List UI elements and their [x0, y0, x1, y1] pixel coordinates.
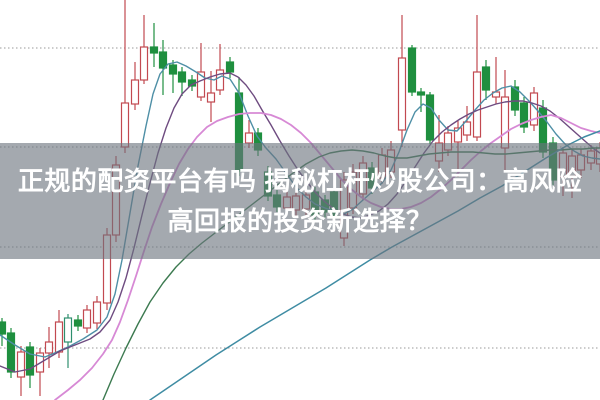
headline-line-1: 正规的配资平台有吗 揭秘杠杆炒股公司：高风险: [17, 166, 583, 196]
candle-body: [397, 57, 407, 131]
candle-body: [244, 132, 254, 144]
headline-line-2: 高回报的投资新选择？: [167, 206, 433, 236]
candle-body: [225, 61, 235, 73]
candle-body: [82, 309, 92, 329]
candle-body: [6, 332, 16, 373]
candle-body: [54, 321, 64, 353]
candle-body: [168, 64, 178, 75]
candle-body: [120, 102, 130, 148]
candle-body: [177, 71, 187, 83]
candle-body: [519, 102, 529, 128]
candle-body: [0, 321, 7, 335]
candle-body: [139, 46, 149, 81]
candle-body: [16, 351, 26, 378]
candle-body: [44, 341, 54, 354]
candle-body: [462, 121, 472, 136]
candle-body: [407, 47, 417, 93]
candle-body: [510, 86, 520, 111]
candle-body: [215, 69, 225, 91]
candle-body: [63, 317, 73, 343]
candle-body: [529, 92, 539, 126]
candle-body: [196, 71, 206, 98]
candle-body: [149, 46, 159, 54]
candle-body: [25, 346, 35, 376]
candle-body: [425, 94, 435, 141]
candle-body: [453, 127, 463, 143]
candle-body: [92, 301, 102, 324]
headline-overlay: 正规的配资平台有吗 揭秘杠杆炒股公司：高风险 高回报的投资新选择？: [0, 143, 600, 259]
candle-body: [130, 79, 140, 105]
candle-body: [500, 96, 510, 149]
candle-body: [416, 91, 426, 96]
candle-body: [73, 319, 83, 327]
candle-body: [206, 92, 216, 103]
candle-body: [481, 66, 491, 91]
candle-body: [158, 51, 168, 69]
